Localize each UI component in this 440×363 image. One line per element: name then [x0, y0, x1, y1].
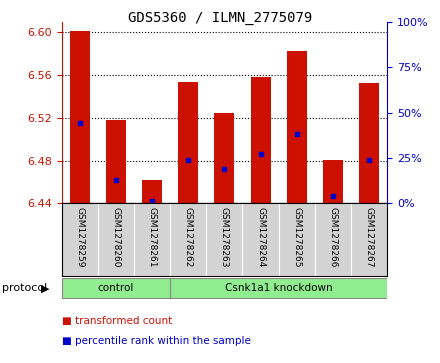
Bar: [214, 113, 235, 203]
Text: GSM1278260: GSM1278260: [111, 207, 121, 268]
Text: GSM1278264: GSM1278264: [256, 207, 265, 267]
Bar: [323, 159, 343, 203]
Bar: [287, 50, 307, 203]
Text: GSM1278263: GSM1278263: [220, 207, 229, 268]
Text: GSM1278261: GSM1278261: [147, 207, 157, 268]
Text: ■ transformed count: ■ transformed count: [62, 316, 172, 326]
Bar: [359, 83, 379, 203]
FancyBboxPatch shape: [62, 278, 170, 298]
Bar: [70, 31, 90, 203]
Text: GSM1278267: GSM1278267: [365, 207, 374, 268]
Bar: [251, 77, 271, 203]
Text: protocol: protocol: [2, 283, 48, 293]
Text: ▶: ▶: [41, 283, 50, 293]
Text: GDS5360 / ILMN_2775079: GDS5360 / ILMN_2775079: [128, 11, 312, 25]
Text: GSM1278265: GSM1278265: [292, 207, 301, 268]
Text: ■ percentile rank within the sample: ■ percentile rank within the sample: [62, 336, 250, 346]
Text: GSM1278259: GSM1278259: [75, 207, 84, 268]
Text: control: control: [98, 283, 134, 293]
Text: GSM1278262: GSM1278262: [184, 207, 193, 267]
Bar: [178, 82, 198, 203]
Text: GSM1278266: GSM1278266: [328, 207, 337, 268]
Bar: [106, 120, 126, 203]
Bar: [142, 180, 162, 203]
Text: Csnk1a1 knockdown: Csnk1a1 knockdown: [225, 283, 333, 293]
FancyBboxPatch shape: [170, 278, 387, 298]
